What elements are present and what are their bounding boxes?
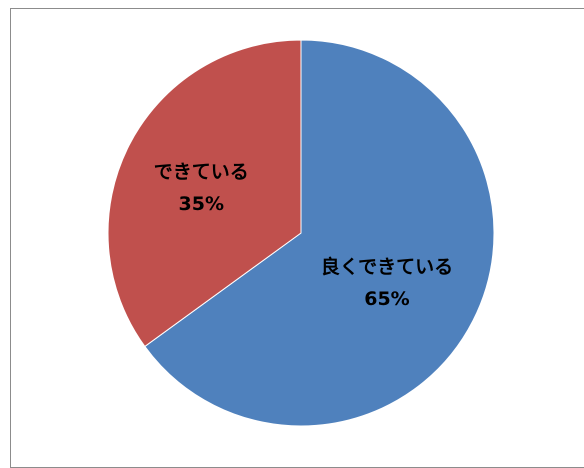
slice-label-name-1: できている [154,161,249,183]
slice-label-name-0: 良くできている [321,255,453,278]
pie-slice-0 [144,39,495,427]
pie-labels: 良くできている 65% できている 35% [154,161,453,310]
pie-chart: 良くできている 65% できている 35% [107,39,495,427]
pie-slices [107,39,495,427]
pie-slice-1 [107,39,302,348]
slice-label-percent-1: 35% [179,193,224,215]
slice-label-percent-0: 65% [364,288,409,310]
